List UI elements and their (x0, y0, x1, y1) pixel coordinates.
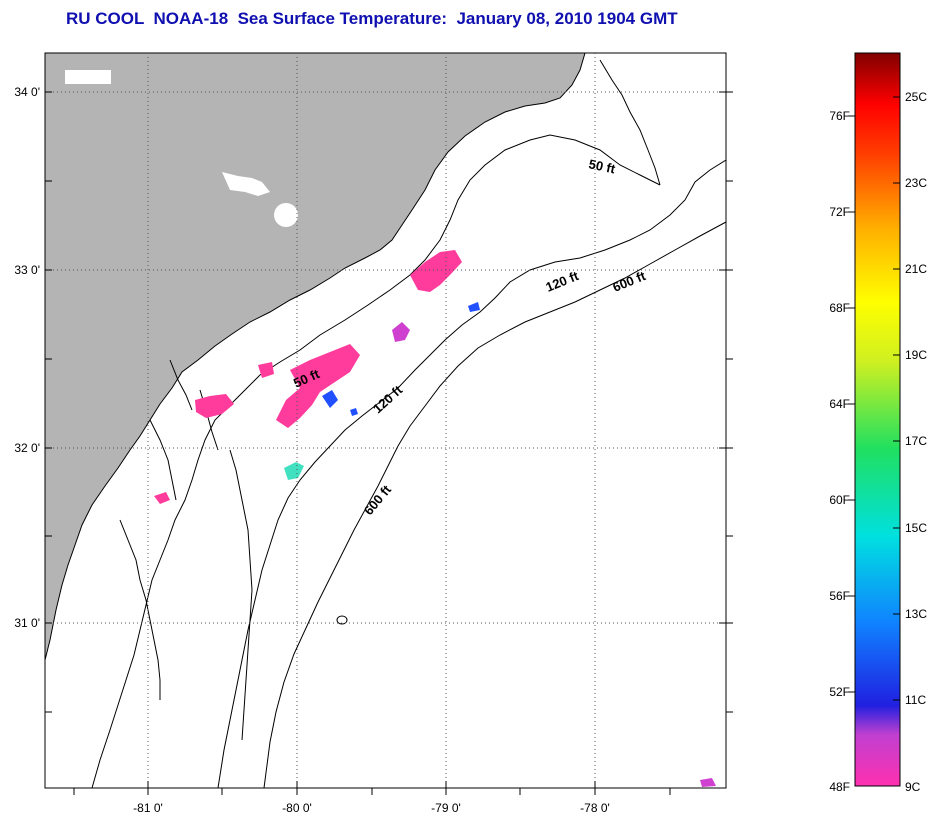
colorbar-f-label: 72F (829, 205, 850, 219)
cloud-patch (274, 203, 298, 227)
contour-label: 120 ft (370, 382, 406, 416)
isobath-600ft (263, 221, 726, 788)
sst-patch (468, 302, 480, 312)
sst-patch (700, 778, 716, 787)
sst-patch (195, 394, 234, 418)
colorbar-c-label: 23C (905, 176, 928, 190)
lat-tick-label: 34 0' (14, 85, 40, 99)
colorbar-c-label: 15C (905, 521, 928, 535)
sst-patch (284, 462, 304, 480)
isobath-50ft (91, 134, 661, 788)
lat-tick-label: 32 0' (14, 441, 40, 455)
map-frame (44, 52, 727, 789)
graticule (45, 53, 726, 788)
colorbar-c-label: 13C (905, 607, 928, 621)
colorbar-c-label: 17C (905, 434, 928, 448)
cloud-patch (222, 172, 270, 196)
colorbar-ticks (848, 96, 900, 701)
frame-ticks (45, 91, 733, 795)
sst-patch (154, 492, 170, 504)
colorbar-f-label: 64F (829, 397, 850, 411)
colorbar-c-label: 25C (905, 90, 928, 104)
colorbar-c-label: 11C (905, 693, 927, 707)
contour-label: 50 ft (587, 156, 617, 176)
map-title: RU COOL NOAA-18 Sea Surface Temperature:… (66, 9, 678, 28)
colorbar-f-label: 68F (829, 301, 850, 315)
coastline (45, 53, 586, 661)
colorbar-f-label: 48F (829, 780, 850, 794)
contour-label: 120 ft (544, 268, 582, 295)
sst-patch (410, 250, 462, 292)
land-mass (45, 53, 585, 660)
lon-tick-label: -79 0' (431, 801, 461, 815)
colorbar-f-label: 56F (829, 589, 850, 603)
sst-patch (392, 322, 410, 342)
colorbar-c-label: 21C (905, 262, 928, 276)
sst-patch (258, 362, 274, 378)
lat-tick-label: 33 0' (14, 263, 40, 277)
isobath-120ft (217, 159, 726, 788)
sst-patch (350, 408, 358, 416)
lon-tick-label: -80 0' (282, 801, 312, 815)
lon-tick-label: -81 0' (133, 801, 163, 815)
cloud-patch (46, 722, 70, 775)
colorbar-f-label: 52F (829, 685, 850, 699)
contour-label: 600 ft (611, 268, 649, 295)
lon-tick-label: -78 0' (580, 801, 610, 815)
sst-patch (322, 390, 338, 408)
colorbar (854, 52, 901, 787)
colorbar-c-label: 9C (905, 780, 921, 794)
colorbar-c-label: 19C (905, 348, 928, 362)
sst-patch (276, 344, 360, 428)
cloud-patch (65, 70, 111, 84)
contour-label: 600 ft (361, 482, 395, 518)
lat-tick-label: 31 0' (14, 616, 40, 630)
colorbar-f-label: 76F (829, 109, 850, 123)
colorbar-f-label: 60F (829, 493, 850, 507)
